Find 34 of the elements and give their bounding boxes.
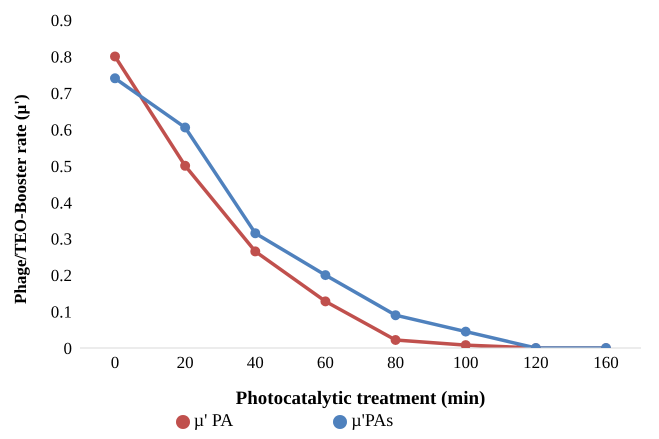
point [390,334,401,345]
x-tick-label: 80 [387,353,404,372]
x-tick-label: 20 [176,353,194,372]
x-tick-label: 0 [110,353,120,372]
y-tick-label: 0.3 [50,230,72,249]
legend-label: µ'PAs [351,410,394,430]
x-tick-label: 40 [246,353,264,372]
y-tick-label: 0.7 [50,84,72,103]
x-tick-label: 60 [316,353,334,372]
y-axis-title: Phage/TEO-Booster rate (µ') [11,94,30,304]
point [110,73,120,84]
point [250,228,260,238]
y-tick-label: 0.6 [50,120,72,140]
y-tick-label: 0.1 [50,302,72,322]
point [110,51,120,62]
x-tick-label: 100 [452,353,478,372]
y-tick-label: 0.2 [50,266,72,286]
x-tick-label: 120 [523,353,549,372]
point [320,270,330,280]
y-tick-label: 0.9 [50,11,72,30]
y-tick-label: 0.8 [50,47,72,66]
point [320,296,330,306]
x-axis-title: Photocatalytic treatment (min) [236,388,486,409]
y-tick-label: 0.5 [50,156,72,176]
point [460,340,471,348]
legend-label: µ' PA [194,410,234,430]
x-tick-label: 160 [593,353,619,372]
y-tick-label: 0 [64,339,72,358]
y-tick-label: 0.4 [50,193,72,212]
point [250,246,260,256]
point [180,122,190,133]
point [390,310,401,320]
point [460,326,471,337]
point [180,160,190,171]
